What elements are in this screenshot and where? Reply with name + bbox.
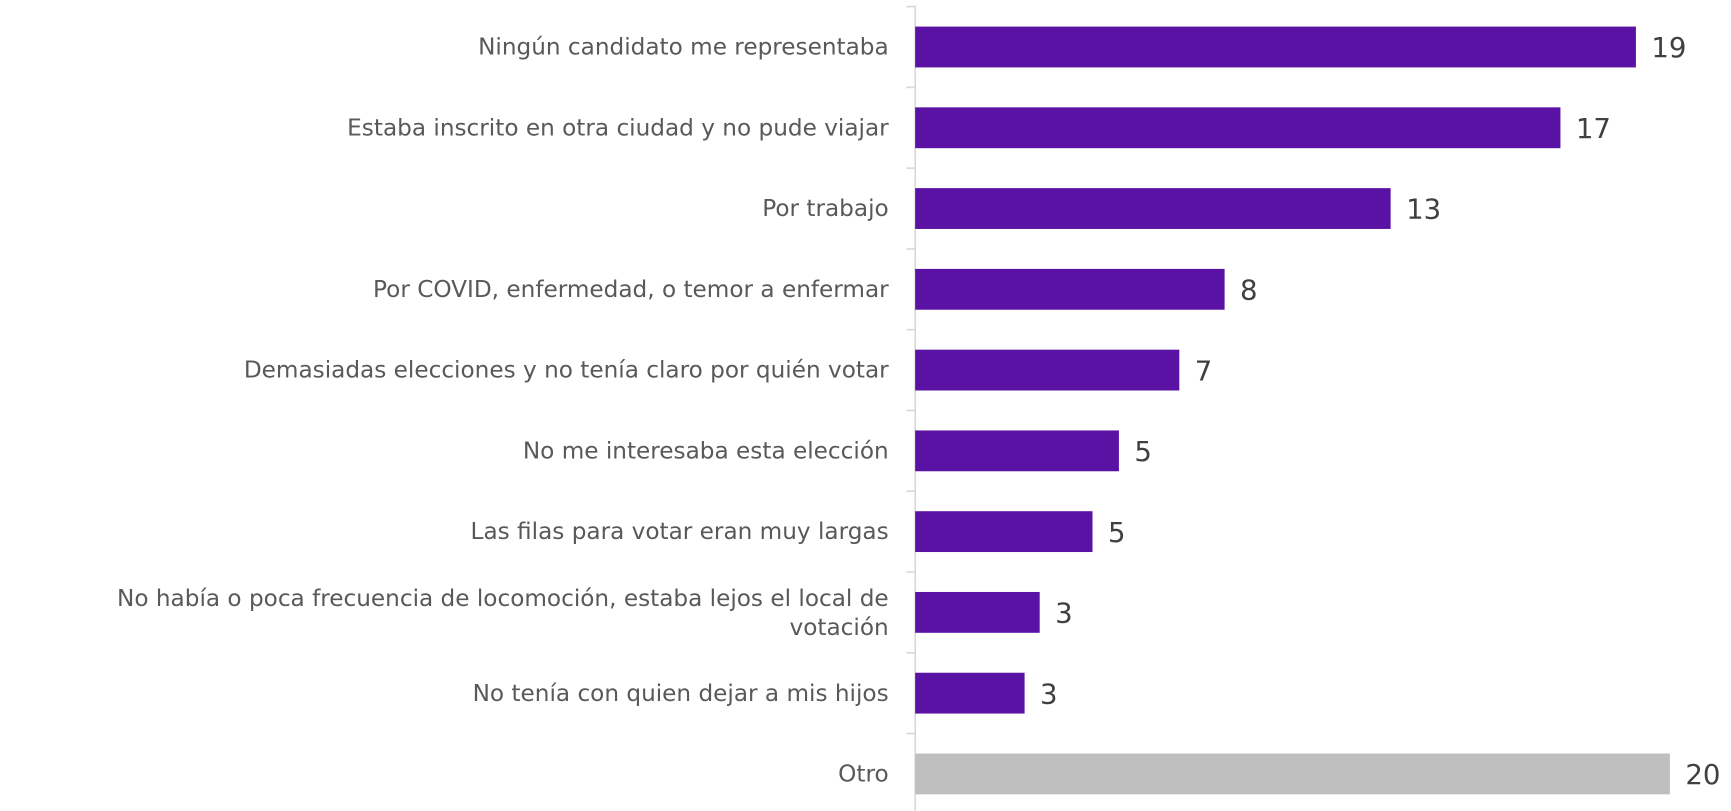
bar — [915, 188, 1391, 229]
category-label: No tenía con quien dejar a mis hijos — [473, 680, 889, 707]
bar — [915, 511, 1093, 553]
value-label: 5 — [1134, 435, 1152, 468]
bar — [915, 672, 1025, 714]
value-label: 20 — [1685, 758, 1720, 791]
value-label: 3 — [1055, 597, 1073, 630]
category-label: Otro — [838, 761, 889, 788]
bar — [915, 268, 1225, 310]
value-label: 3 — [1040, 677, 1058, 710]
value-label: 13 — [1406, 193, 1441, 226]
category-label: No había o poca frecuencia de locomoción… — [117, 585, 889, 641]
category-label: Por trabajo — [762, 195, 888, 222]
category-label: Ningún candidato me representaba — [478, 34, 889, 61]
value-label: 17 — [1576, 112, 1611, 145]
category-label: Demasiadas elecciones y no tenía claro p… — [244, 357, 889, 384]
value-label: 5 — [1108, 516, 1126, 549]
category-label: Estaba inscrito en otra ciudad y no pude… — [347, 114, 889, 141]
bar — [915, 591, 1040, 633]
bar — [915, 430, 1119, 472]
value-label: 7 — [1195, 354, 1213, 387]
value-label: 19 — [1651, 31, 1686, 64]
category-label: No me interesaba esta elección — [523, 437, 889, 464]
category-label: Por COVID, enfermedad, o temor a enferma… — [373, 276, 889, 303]
value-label: 8 — [1240, 274, 1258, 307]
bar — [915, 107, 1561, 149]
category-label: Las filas para votar eran muy largas — [471, 518, 889, 545]
bar — [915, 26, 1636, 68]
bar — [915, 349, 1180, 391]
bar — [915, 753, 1670, 795]
